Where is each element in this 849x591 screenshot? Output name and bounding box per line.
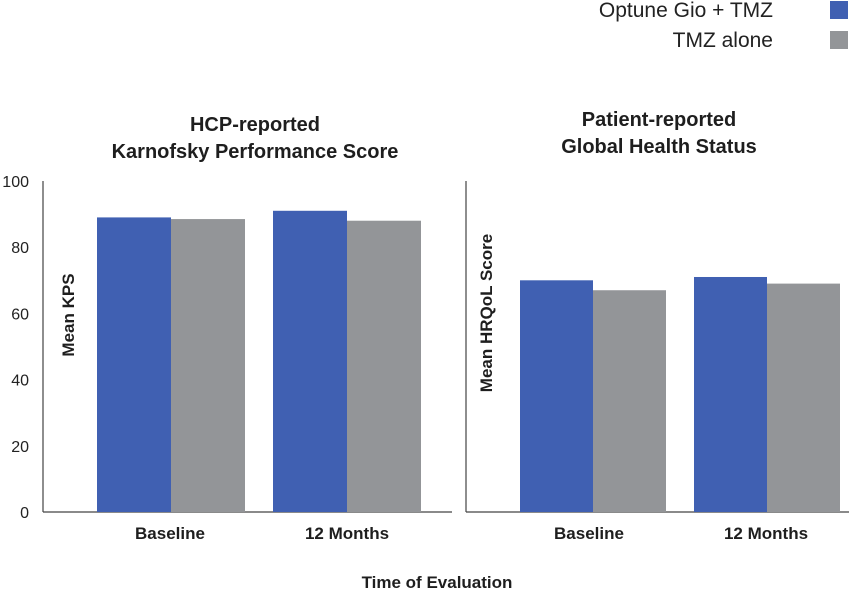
panel-hrqol: Patient-reported Global Health Status Me…: [465, 109, 849, 543]
y-tick-label-100: 100: [2, 174, 29, 191]
bar-optune-tmz-baseline: [97, 217, 171, 512]
y-tick-label-80: 80: [11, 240, 29, 257]
panel-kps-title-line-1: HCP-reported: [190, 114, 320, 136]
bar-tmz-alone-12-months: [767, 283, 840, 512]
bar-tmz-alone-12-months: [347, 220, 421, 512]
legend: Optune Gio + TMZ TMZ alone: [599, 0, 848, 52]
y-tick-label-20: 20: [11, 439, 29, 456]
panel-kps-y-axis-title: Mean KPS: [59, 273, 78, 356]
panel-hrqol-title-line-1: Patient-reported: [582, 109, 736, 131]
panel-kps-ticks: 0 20 40 60 80 100: [2, 174, 29, 522]
y-tick-label-0: 0: [20, 505, 29, 522]
bar-tmz-alone-baseline: [171, 219, 245, 512]
panel-kps-category-baseline: Baseline: [135, 524, 205, 543]
x-axis-title: Time of Evaluation: [362, 573, 513, 591]
legend-swatch-optune: [830, 1, 848, 19]
legend-swatch-tmz: [830, 31, 848, 49]
panel-kps: HCP-reported Karnofsky Performance Score…: [2, 114, 452, 543]
legend-label-optune: Optune Gio + TMZ: [599, 0, 773, 22]
panel-kps-bars: [97, 210, 421, 513]
panel-hrqol-y-axis-title: Mean HRQoL Score: [477, 234, 496, 392]
panel-hrqol-title-line-2: Global Health Status: [561, 136, 757, 158]
bar-optune-tmz-12-months: [694, 276, 767, 512]
bar-optune-tmz-12-months: [273, 210, 347, 513]
bar-tmz-alone-baseline: [593, 290, 666, 512]
legend-label-tmz: TMZ alone: [673, 29, 773, 52]
y-tick-label-60: 60: [11, 306, 29, 323]
panel-kps-title-line-2: Karnofsky Performance Score: [112, 141, 399, 163]
panel-hrqol-category-baseline: Baseline: [554, 524, 624, 543]
y-tick-label-40: 40: [11, 373, 29, 390]
bar-optune-tmz-baseline: [520, 280, 593, 512]
panel-hrqol-bars: [520, 276, 840, 512]
panel-hrqol-category-12-months: 12 Months: [724, 524, 808, 543]
panel-kps-category-12-months: 12 Months: [305, 524, 389, 543]
